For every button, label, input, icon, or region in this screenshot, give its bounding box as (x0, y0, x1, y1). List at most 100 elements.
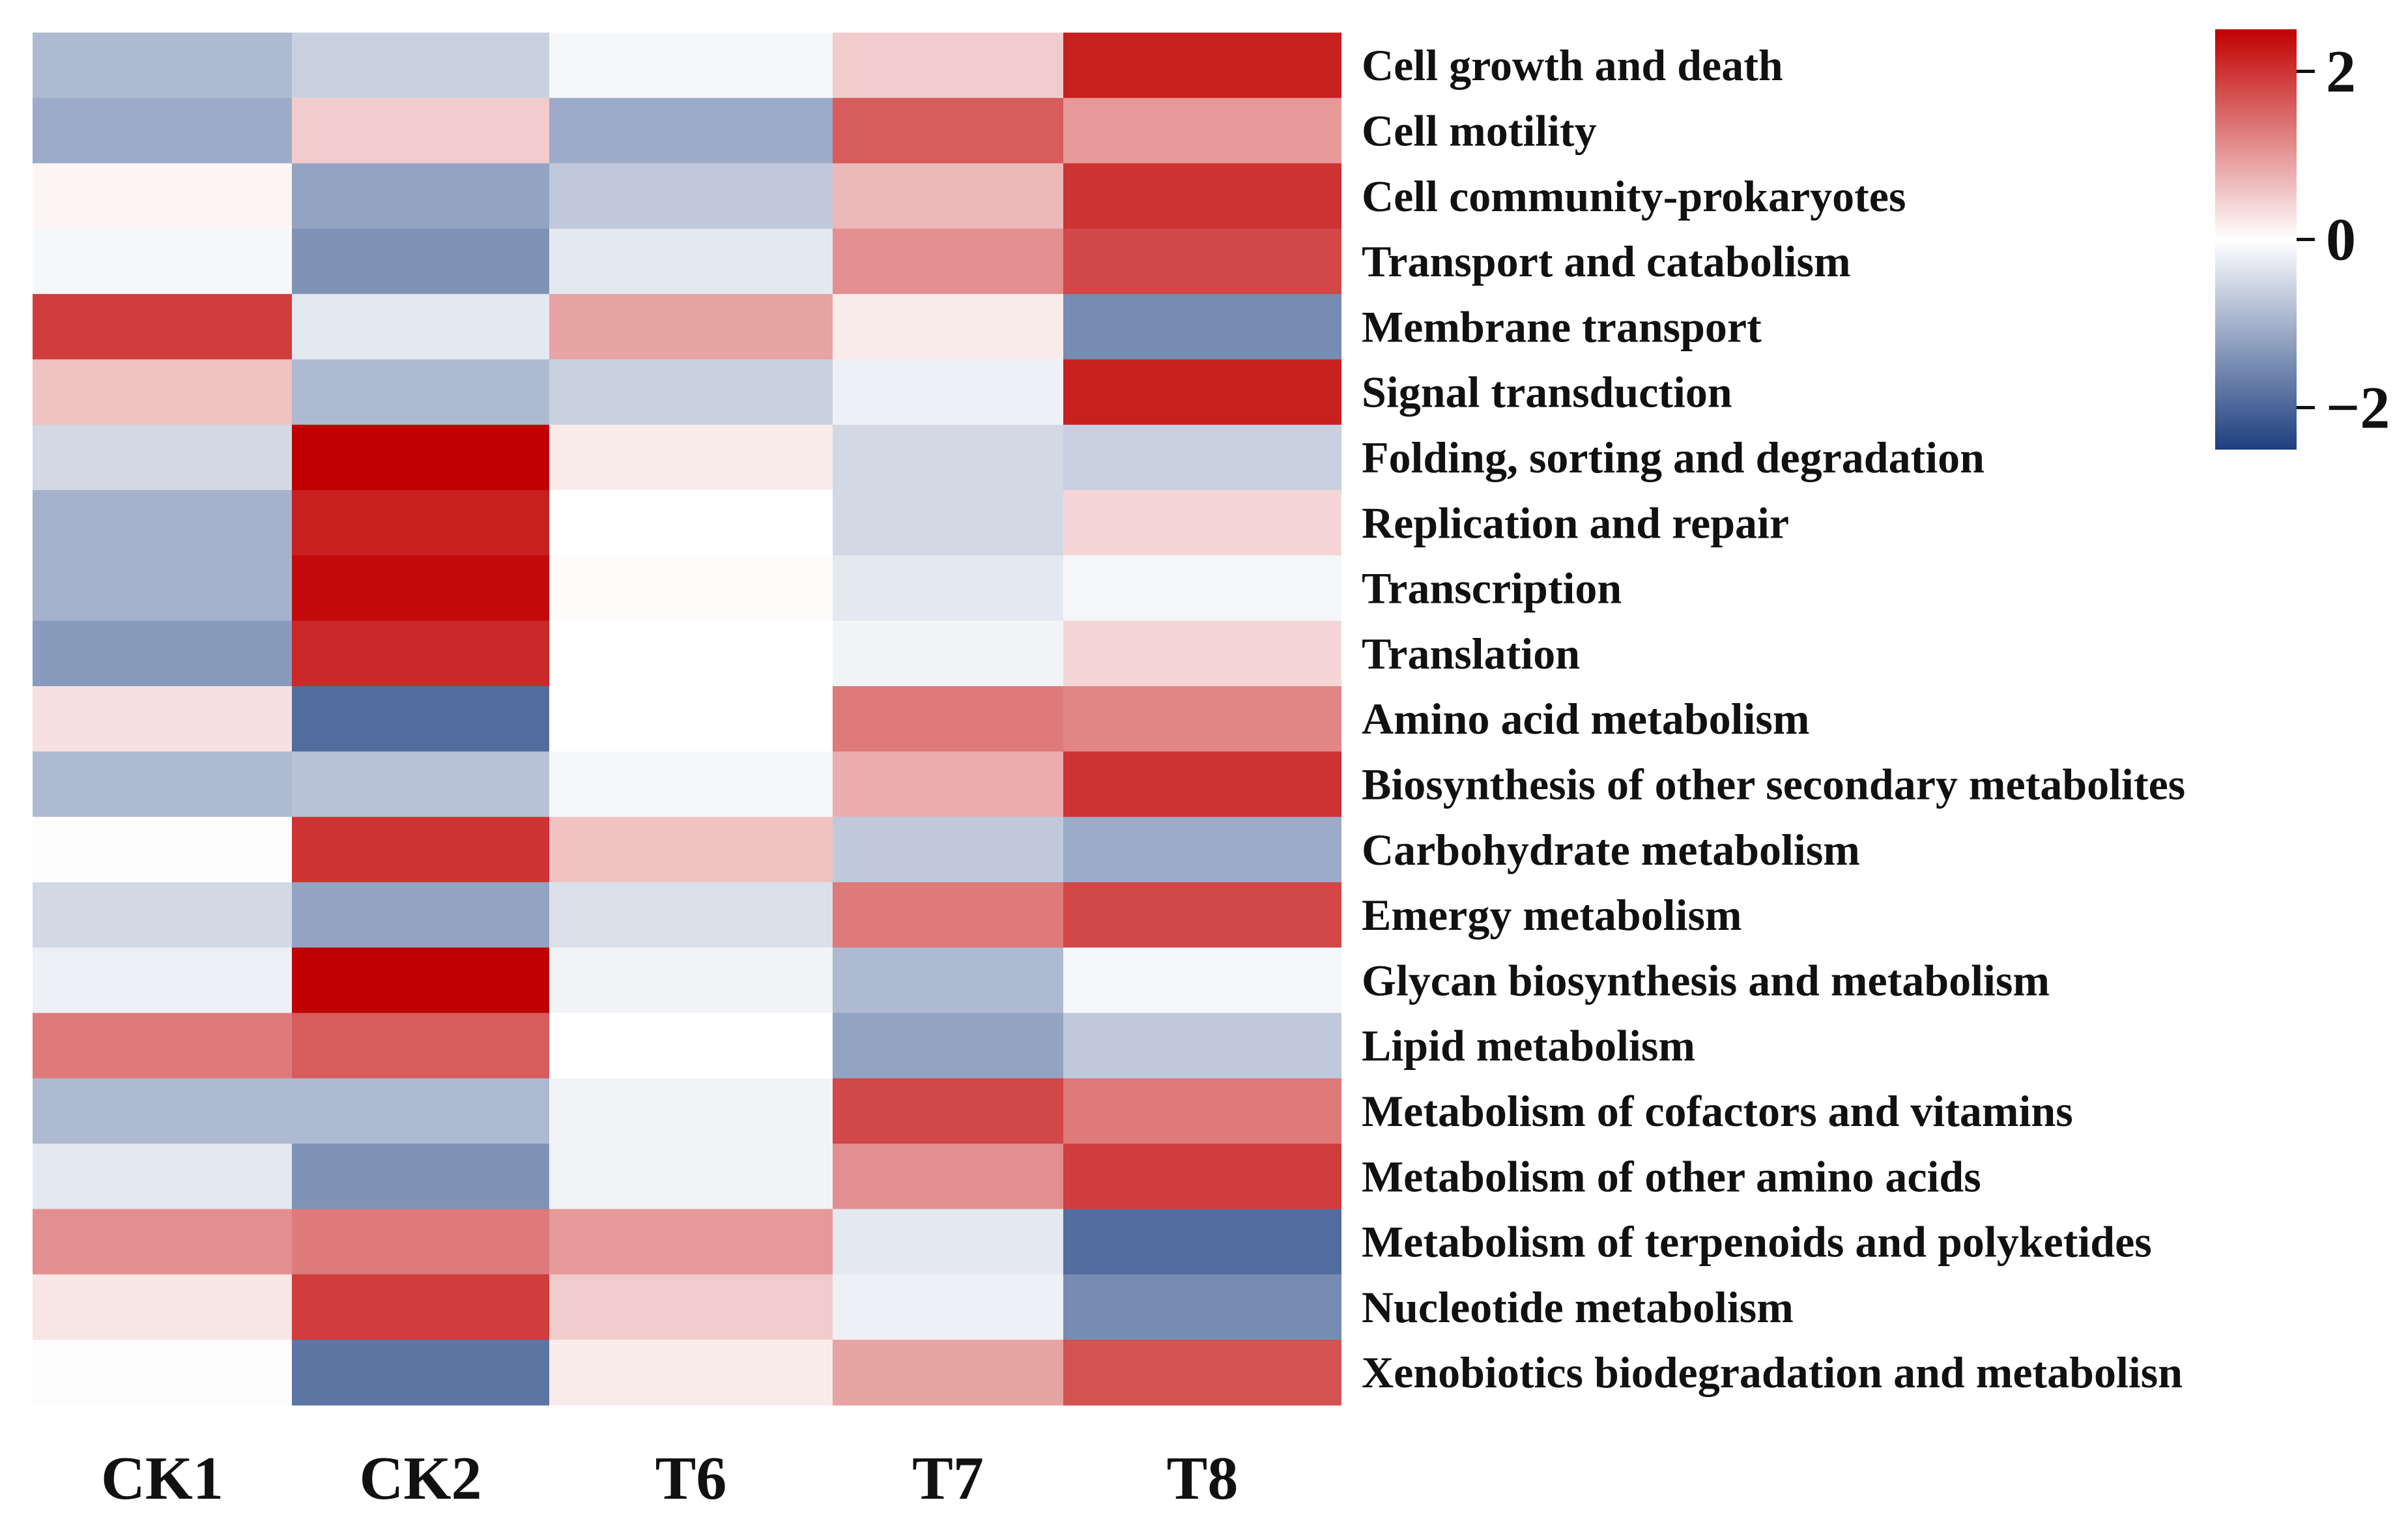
heatmap-cell (549, 751, 833, 818)
heatmap-cell (549, 555, 833, 622)
heatmap-cell (1063, 882, 1341, 948)
heatmap-cell (1063, 620, 1341, 687)
row-label: Metabolism of other amino acids (1362, 1151, 1981, 1201)
heatmap-cell (833, 555, 1063, 622)
heatmap-cell (833, 1209, 1063, 1275)
heatmap-cell (292, 424, 549, 491)
heatmap-cell (33, 424, 292, 491)
column-label: CK2 (360, 1445, 482, 1512)
heatmap-cell (549, 947, 833, 1014)
heatmap-cell (33, 359, 292, 426)
row-label: Cell community-prokaryotes (1362, 171, 1906, 221)
heatmap-cell (549, 228, 833, 295)
heatmap-cell (549, 882, 833, 948)
heatmap-cell (1063, 163, 1341, 229)
colorbar-gradient (2215, 29, 2297, 450)
heatmap-cell (549, 98, 833, 164)
row-label: Nucleotide metabolism (1362, 1282, 1794, 1332)
heatmap-cell (1063, 490, 1341, 556)
heatmap-cell (33, 751, 292, 818)
row-label: Metabolism of cofactors and vitamins (1362, 1086, 2073, 1136)
heatmap-cell (833, 751, 1063, 818)
heatmap-cell (833, 1078, 1063, 1144)
heatmap-cell (292, 294, 549, 360)
heatmap-cell (1063, 359, 1341, 426)
heatmap-cell (33, 1013, 292, 1079)
row-label: Biosynthesis of other secondary metaboli… (1362, 760, 2185, 809)
heatmap-cell (549, 163, 833, 229)
heatmap-cell (33, 163, 292, 229)
heatmap-cell (833, 620, 1063, 687)
row-label: Glycan biosynthesis and metabolism (1362, 955, 2050, 1005)
row-label: Cell growth and death (1362, 40, 1783, 90)
heatmap-cell (549, 1209, 833, 1275)
heatmap-cell (549, 620, 833, 687)
heatmap-cell (292, 555, 549, 622)
heatmap-cell (292, 163, 549, 229)
heatmap-cell (833, 294, 1063, 360)
heatmap-cell (1063, 1013, 1341, 1079)
column-labels: CK1 CK2 T6 T7 T8 (101, 1445, 1238, 1512)
column-label: T6 (655, 1445, 727, 1512)
heatmap-cell (33, 294, 292, 360)
heatmap-cell (549, 816, 833, 883)
column-label: T7 (912, 1445, 984, 1512)
heatmap-cell (833, 816, 1063, 883)
heatmap-cell (292, 33, 549, 98)
heatmap-cell (33, 686, 292, 752)
column-label: CK1 (101, 1445, 223, 1512)
heatmap-cell (33, 1144, 292, 1209)
colorbar-tick-label: 2 (2326, 38, 2356, 105)
row-label: Signal transduction (1362, 368, 1732, 417)
row-label: Translation (1362, 629, 1580, 678)
heatmap-cell (549, 1078, 833, 1144)
heatmap-cell (549, 424, 833, 491)
heatmap-cell (33, 228, 292, 295)
heatmap-cell (292, 882, 549, 948)
heatmap-cell (1063, 424, 1341, 491)
colorbar-tick-label: −2 (2326, 375, 2390, 441)
heatmap-cell (549, 1340, 833, 1406)
heatmap-cell (292, 620, 549, 687)
row-label: Transport and catabolism (1362, 237, 1851, 286)
row-labels: Cell growth and death Cell motility Cell c… (1362, 40, 2185, 1397)
heatmap-cell (833, 882, 1063, 948)
heatmap-cell (292, 1013, 549, 1079)
heatmap-cell (292, 228, 549, 295)
heatmap-cell (549, 1274, 833, 1340)
heatmap-cell (549, 490, 833, 556)
heatmap-cell (1063, 1078, 1341, 1144)
row-label: Membrane transport (1362, 302, 1762, 351)
row-label: Lipid metabolism (1362, 1021, 1695, 1071)
heatmap-cell (33, 1340, 292, 1406)
row-label: Emergy metabolism (1362, 890, 1742, 940)
heatmap-cell (833, 359, 1063, 426)
heatmap-cell (292, 816, 549, 883)
heatmap-cell (292, 1340, 549, 1406)
heatmap-cell (833, 947, 1063, 1014)
heatmap-cell (833, 98, 1063, 164)
heatmap-cell (292, 490, 549, 556)
heatmap-cell (833, 228, 1063, 295)
heatmap-cell (1063, 1340, 1341, 1406)
heatmap-cell (549, 1013, 833, 1079)
column-label: T8 (1167, 1445, 1239, 1512)
heatmap-cell (33, 490, 292, 556)
heatmap-cell (33, 816, 292, 883)
row-label: Metabolism of terpenoids and polyketides (1362, 1217, 2152, 1267)
heatmap-cell (1063, 98, 1341, 164)
heatmap-cell (1063, 33, 1341, 98)
heatmap-cell (33, 555, 292, 622)
heatmap-cell (33, 1209, 292, 1275)
heatmap-cell (33, 33, 292, 98)
heatmap-cell (549, 294, 833, 360)
heatmap-cell (292, 1209, 549, 1275)
heatmap-cell (833, 1013, 1063, 1079)
heatmap-cell (33, 882, 292, 948)
heatmap-cell (33, 1078, 292, 1144)
heatmap-cell (1063, 555, 1341, 622)
colorbar: 2 0 −2 (2215, 29, 2390, 450)
heatmap-cell (33, 947, 292, 1014)
heatmap-cell (1063, 751, 1341, 818)
heatmap-cell (549, 359, 833, 426)
